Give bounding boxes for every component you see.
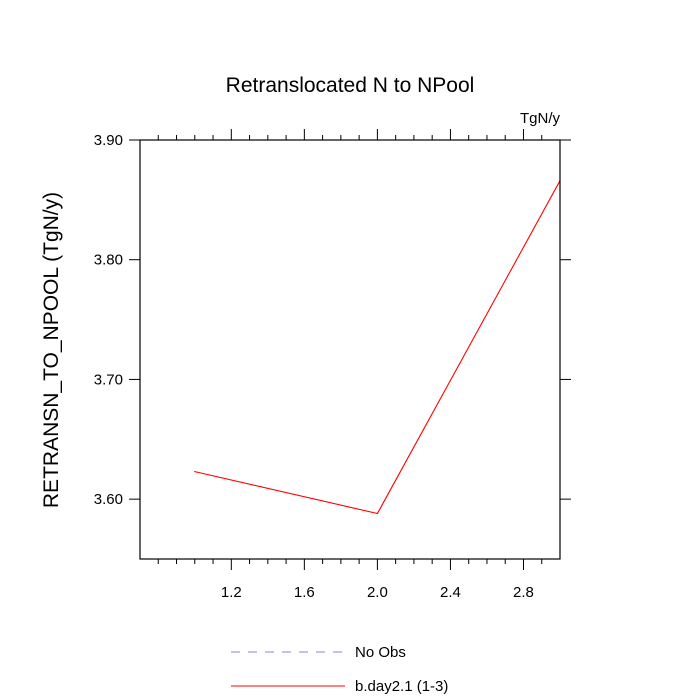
- y-tick-label: 3.70: [94, 371, 123, 388]
- x-tick-label: 2.4: [440, 584, 461, 601]
- units-label: TgN/y: [520, 110, 561, 127]
- axis-ticks: 1.2 1.6 2.0 2.4 2.8 3.60 3.70 3.80 3.90: [94, 129, 571, 601]
- x-tick-label: 1.2: [221, 584, 242, 601]
- series-point: [194, 471, 196, 473]
- x-tick-label: 2.0: [367, 584, 388, 601]
- series-layer: [194, 180, 561, 515]
- legend-label: No Obs: [355, 644, 406, 661]
- y-tick-label: 3.80: [94, 252, 123, 269]
- y-axis-label: RETRANSN_TO_NPOOL (TgN/y): [40, 192, 63, 508]
- legend: No Obs b.day2.1 (1-3): [231, 644, 448, 695]
- y-tick-label: 3.90: [94, 132, 123, 149]
- plot-frame: [139, 139, 561, 560]
- legend-label: b.day2.1 (1-3): [355, 678, 448, 695]
- x-tick-label: 2.8: [513, 584, 534, 601]
- y-tick-label: 3.60: [94, 491, 123, 508]
- x-tick-label: 1.6: [294, 584, 315, 601]
- series-line: [194, 180, 561, 515]
- chart-title: Retranslocated N to NPool: [226, 74, 475, 97]
- series-point: [376, 512, 378, 515]
